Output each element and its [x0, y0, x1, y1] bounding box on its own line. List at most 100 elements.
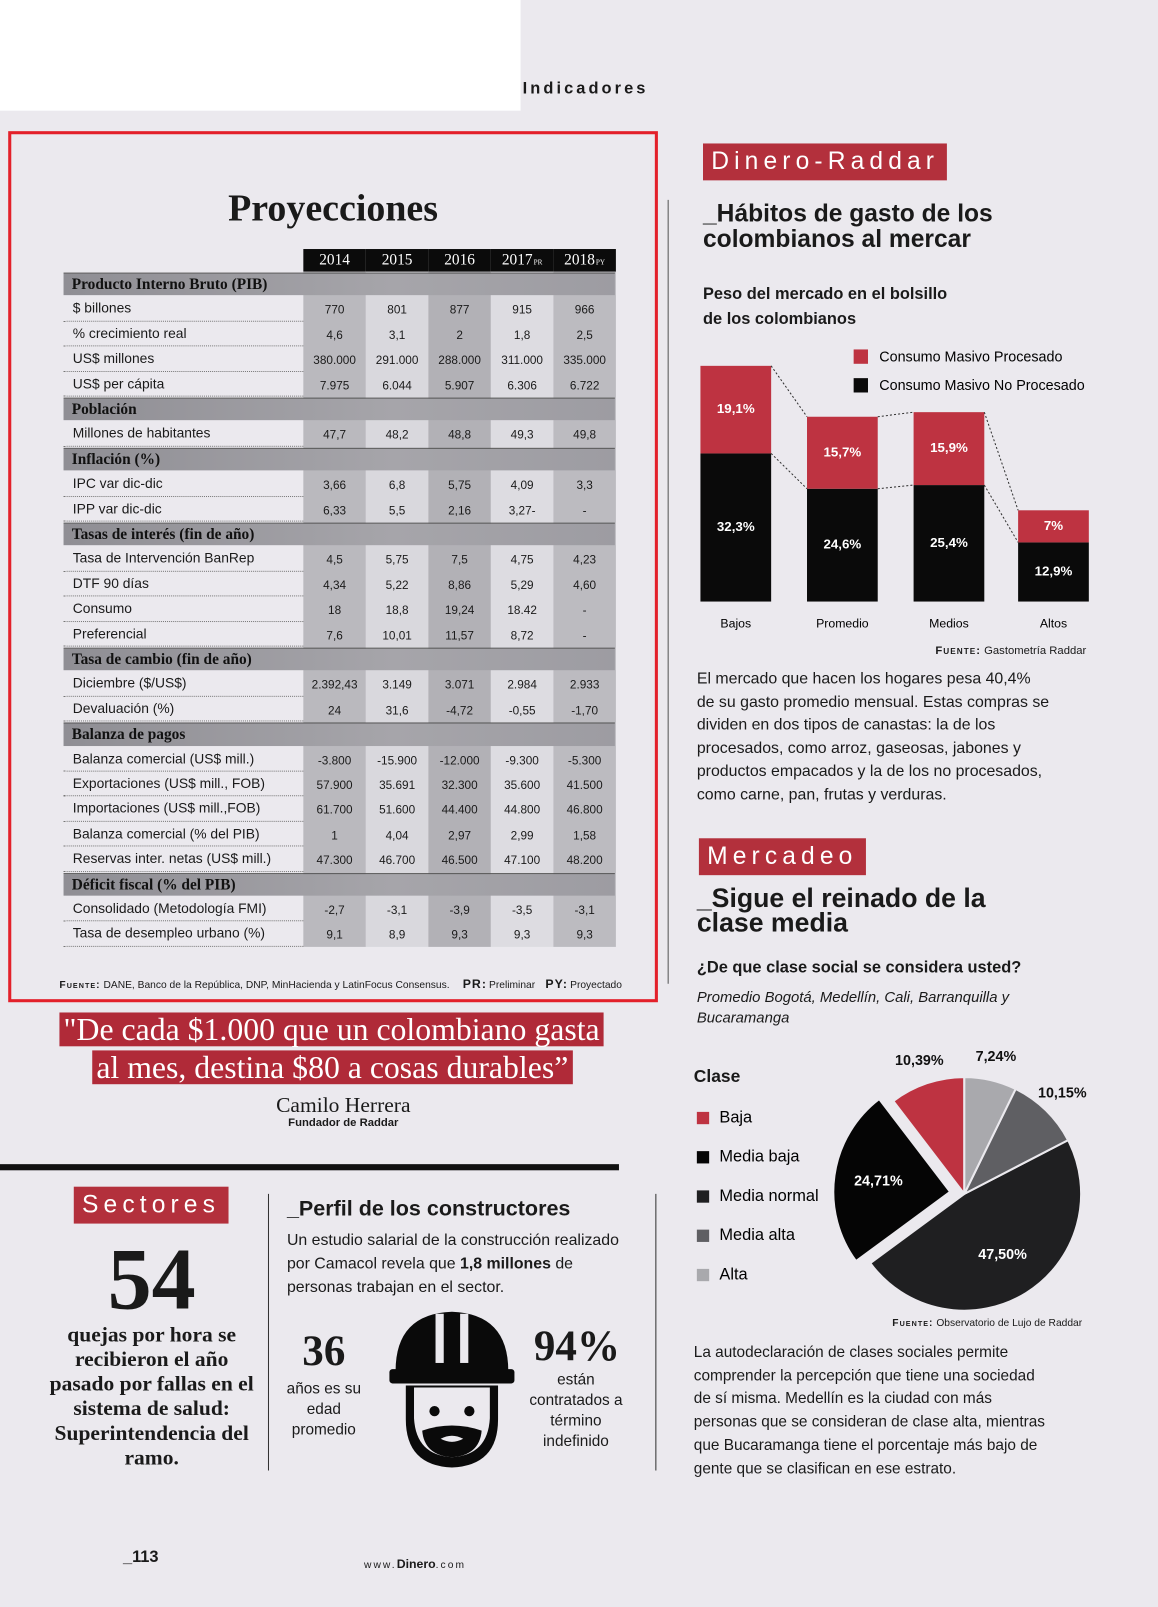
- row-label: Exportaciones (US$ mill., FOB): [63, 772, 304, 797]
- pie-value-label: 47,50%: [978, 1247, 1027, 1263]
- cell: 18.42: [507, 604, 537, 618]
- cell: 2.984: [507, 679, 537, 693]
- column-header: 2017PR: [490, 249, 554, 272]
- legend-label: Alta: [719, 1265, 748, 1283]
- article-text: La autodeclaración de clases sociales pe…: [693, 1343, 1045, 1478]
- x-category-label: Medios: [929, 616, 969, 630]
- bar-value-label: 25,4%: [930, 535, 968, 550]
- big-number: 54: [107, 1229, 196, 1329]
- legend-swatch: [853, 349, 868, 364]
- cell: 5,22: [385, 579, 409, 593]
- row-label: US$ millones: [63, 347, 304, 372]
- row-label: % crecimiento real: [63, 322, 304, 347]
- site-part: Dinero: [396, 1556, 436, 1571]
- site-part: .com: [435, 1559, 467, 1571]
- pie-value-label: 10,15%: [1038, 1085, 1087, 1101]
- bar-value-label: 15,7%: [823, 444, 861, 459]
- cell: 32.300: [441, 779, 478, 793]
- source-label: Fuente:: [935, 644, 982, 657]
- pie-value-label: 10,39%: [895, 1053, 944, 1069]
- cell: 24: [328, 704, 342, 718]
- cell: 5,5: [388, 504, 406, 518]
- section-tag: Mercadeo: [698, 838, 866, 876]
- cell: 966: [574, 304, 595, 318]
- legend-label: Media baja: [719, 1148, 800, 1166]
- source-label: Fuente:: [59, 979, 101, 991]
- column-band: [553, 271, 616, 947]
- pie-value-label: 7,24%: [976, 1049, 1017, 1065]
- note-key: PR:: [462, 976, 487, 991]
- cell: -1,70: [571, 704, 599, 718]
- cell: 770: [324, 304, 345, 318]
- cell: -15.900: [377, 754, 418, 768]
- bar-segment: [700, 453, 772, 602]
- bar-segment: [1018, 542, 1089, 602]
- note-key: PY:: [545, 976, 569, 991]
- legend-label: Consumo Masivo Procesado: [879, 349, 1062, 365]
- row-label: Balanza comercial (US$ mill.): [63, 747, 304, 772]
- legend-title: Clase: [693, 1066, 741, 1087]
- legend-swatch: [696, 1229, 710, 1242]
- note: PY: Proyectado: [545, 976, 622, 991]
- cell: 49,3: [510, 429, 534, 443]
- table-section: Tasa de cambio (fin de año): [63, 647, 615, 671]
- notes: PR: Preliminar PY: Proyectado: [452, 976, 622, 991]
- cell: 4,04: [385, 829, 409, 843]
- cell: 1,8: [513, 329, 531, 343]
- table-section: Inflación (%): [63, 447, 615, 471]
- big-number-text: quejas por hora se recibieron el año pas…: [49, 1321, 254, 1470]
- cell: 2,16: [448, 504, 472, 518]
- cell: -12.000: [439, 754, 480, 768]
- cell: 4,60: [573, 579, 597, 593]
- note: PR: Preliminar: [462, 976, 536, 991]
- highlight-box: [8, 131, 658, 1003]
- cell: 2.392,43: [311, 679, 358, 693]
- cell: 3,27-: [508, 504, 536, 518]
- column-header: 2018PY: [553, 249, 616, 272]
- cell: 9,1: [326, 929, 343, 943]
- cell: 877: [449, 304, 470, 318]
- cell: 35.691: [379, 779, 416, 793]
- blank-area: [0, 0, 521, 111]
- cell: -3.800: [317, 754, 352, 768]
- bar-segment: [913, 412, 985, 486]
- cell: 31,6: [385, 704, 409, 718]
- cell: 1,58: [573, 829, 597, 843]
- page-number: _113: [122, 1548, 159, 1566]
- pie-slice: [963, 1076, 1018, 1195]
- note-text: Preliminar: [489, 979, 536, 991]
- cell: 5,75: [448, 479, 472, 493]
- cell: -3,1: [386, 904, 408, 918]
- column-band: [428, 271, 491, 947]
- row-label: US$ per cápita: [63, 372, 304, 397]
- cell: 8,9: [388, 929, 406, 943]
- cell: 5,75: [385, 554, 409, 568]
- chart-title: Peso del mercado en el bolsillo de los c…: [702, 285, 948, 328]
- cell: 7,5: [451, 554, 468, 568]
- row-label: Consumo: [63, 597, 304, 622]
- x-category-label: Bajos: [720, 616, 751, 630]
- pie-slice: [832, 1097, 952, 1263]
- row-label: Tasa de Intervención BanRep: [63, 547, 304, 572]
- connector: [877, 411, 914, 418]
- cell: 4,09: [510, 479, 534, 493]
- stat-text: años es su edad promedio: [286, 1380, 361, 1439]
- section-tag: Sectores: [73, 1186, 229, 1224]
- cell: 9,3: [576, 929, 593, 943]
- row-label: Devaluación (%): [63, 697, 304, 722]
- bar-segment: [807, 416, 878, 489]
- cell: 48.200: [566, 854, 603, 868]
- column-header: 2014: [303, 249, 366, 272]
- row-label: Consolidado (Metodología FMI): [63, 897, 304, 922]
- pie-slice: [962, 1087, 1070, 1197]
- table-section: Tasas de interés (fin de año): [63, 522, 615, 546]
- worker-icon: [389, 1311, 515, 1468]
- intro-part: Un estudio salarial de la construcción r…: [286, 1231, 619, 1273]
- intro-part: 1,8 millones: [459, 1255, 551, 1273]
- column-year: 2016: [444, 252, 475, 269]
- quote-line: "De cada $1.000 que un colombiano gasta: [59, 1012, 604, 1047]
- source-text: Gastometría Raddar: [984, 644, 1087, 657]
- article-title: _Sigue el reinado de la clase media: [696, 882, 986, 938]
